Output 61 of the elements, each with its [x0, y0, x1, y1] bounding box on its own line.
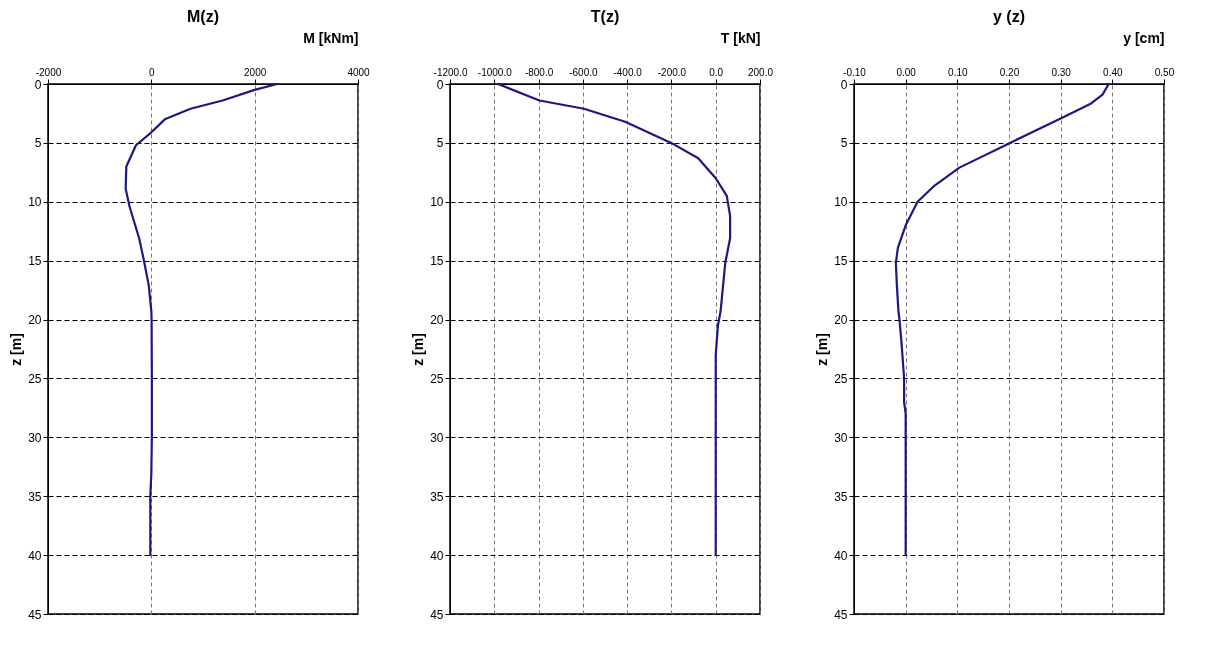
y-tick-label: 20: [834, 313, 848, 328]
x-tick-label: -800.0: [524, 66, 554, 78]
y-tick-label: 0: [436, 77, 444, 92]
x-axis-title: T [kN]: [720, 29, 761, 46]
line-series: [894, 82, 1110, 557]
y-tick-label: 30: [28, 430, 42, 445]
chart-title: T(z): [590, 8, 620, 25]
x-tick-label: 0.30: [1051, 66, 1072, 78]
x-tick-label: 0.40: [1103, 66, 1123, 78]
x-tick-label: 0.00: [896, 66, 917, 78]
x-tick-label: -400.0: [613, 66, 643, 78]
y-tick-label: 5: [34, 136, 42, 151]
line-series: [496, 82, 732, 557]
y-tick-label: 0: [34, 77, 42, 92]
x-tick-label: -1200.0: [433, 66, 468, 78]
y-tick-label: 20: [28, 313, 42, 328]
y-axis-title: z [m]: [410, 333, 427, 366]
y-tick-label: 35: [28, 489, 42, 504]
y-tick-label: 15: [430, 254, 444, 269]
x-tick-label: -2000: [35, 66, 62, 78]
y-tick-label: 40: [28, 548, 42, 563]
chart-title: M(z): [187, 8, 219, 25]
y-tick-label: 0: [840, 77, 848, 92]
y-tick-label: 45: [834, 607, 848, 622]
x-tick-label: -1000.0: [477, 66, 513, 78]
y-tick-label: 35: [834, 489, 848, 504]
y-tick-label: 30: [430, 430, 444, 445]
y-tick-label: 15: [28, 254, 42, 269]
x-tick-label: 0.50: [1154, 66, 1175, 78]
y-tick-label: 40: [834, 548, 848, 563]
y-tick-label: 30: [834, 430, 848, 445]
x-tick-label: 0: [149, 66, 156, 78]
x-tick-label: 2000: [244, 66, 267, 78]
y-tick-label: 10: [430, 195, 444, 210]
x-tick-label: 0.10: [948, 66, 968, 78]
y-tick-label: 40: [430, 548, 444, 563]
x-tick-label: -200.0: [657, 66, 687, 78]
y-tick-label: 45: [28, 607, 42, 622]
x-tick-label: -0.10: [843, 66, 867, 78]
y-tick-label: 10: [834, 195, 848, 210]
x-axis-title: y [cm]: [1123, 29, 1165, 46]
y-axis-title: z [m]: [8, 333, 25, 366]
y-tick-label: 25: [430, 371, 444, 386]
x-tick-label: 200.0: [747, 66, 774, 78]
y-tick-label: 5: [840, 136, 848, 151]
y-tick-label: 15: [834, 254, 848, 269]
x-tick-label: 0.20: [999, 66, 1020, 78]
x-tick-label: -600.0: [569, 66, 598, 78]
x-tick-label: 4000: [347, 66, 371, 78]
y-tick-label: 35: [430, 489, 444, 504]
y-tick-label: 5: [436, 136, 444, 151]
y-tick-label: 25: [28, 371, 42, 386]
chart-title: y (z): [993, 8, 1025, 25]
y-axis-title: z [m]: [814, 333, 831, 366]
line-series: [124, 82, 279, 557]
y-tick-label: 10: [28, 195, 42, 210]
y-tick-label: 25: [834, 371, 848, 386]
y-tick-label: 20: [430, 313, 444, 328]
x-tick-label: 0.0: [709, 66, 724, 78]
y-tick-label: 45: [430, 607, 444, 622]
x-axis-title: M [kNm]: [303, 29, 359, 46]
